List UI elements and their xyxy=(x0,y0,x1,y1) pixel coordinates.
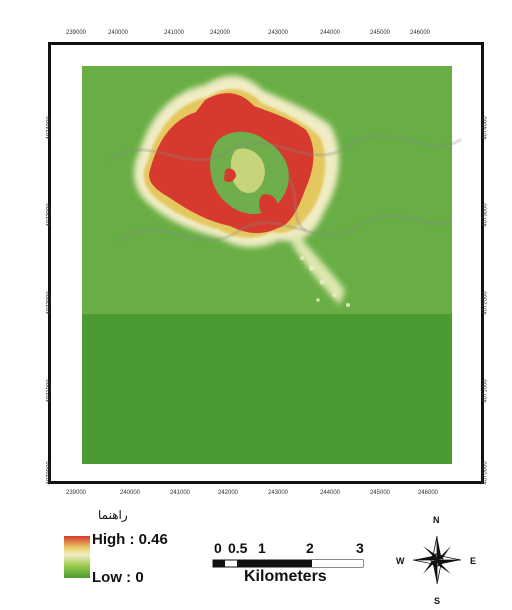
y-tick-right-2: 4073000 xyxy=(482,203,489,227)
x-tick-top-7: 245000 xyxy=(370,30,391,36)
x-tick-top-5: 243000 xyxy=(268,30,289,36)
y-tick-left-3: 4072000 xyxy=(46,291,53,315)
scale-label-3: 3 xyxy=(356,540,364,556)
north-arrow-icon xyxy=(412,535,462,585)
x-tick-bottom-6: 244000 xyxy=(320,490,341,496)
legend-title: راهنما xyxy=(98,508,128,522)
y-tick-left-4: 4071000 xyxy=(46,379,53,403)
x-tick-top-4: 242000 xyxy=(210,30,231,36)
compass-e-label: E xyxy=(470,556,477,566)
x-tick-bottom-8: 246000 xyxy=(418,490,439,496)
legend-high-label: High : 0.46 xyxy=(92,531,168,548)
x-tick-bottom-2: 240000 xyxy=(120,490,141,496)
x-tick-bottom-7: 245000 xyxy=(370,490,391,496)
compass-s-label: S xyxy=(434,596,441,606)
x-tick-top-6: 244000 xyxy=(320,30,341,36)
x-tick-top-2: 240000 xyxy=(108,30,129,36)
y-tick-right-5: 4070000 xyxy=(482,461,489,485)
y-tick-left-5: 4070000 xyxy=(46,461,53,485)
x-tick-bottom-4: 242000 xyxy=(218,490,239,496)
scale-label-0: 0 xyxy=(214,540,222,556)
y-tick-right-4: 4071000 xyxy=(482,379,489,403)
y-tick-right-1: 4074000 xyxy=(482,116,489,140)
compass-w-label: W xyxy=(396,556,405,566)
x-tick-bottom-1: 239000 xyxy=(66,490,87,496)
legend-low-label: Low : 0 xyxy=(92,569,144,586)
compass-n-label: N xyxy=(433,515,440,525)
x-tick-top-8: 246000 xyxy=(410,30,431,36)
y-tick-left-1: 4074000 xyxy=(46,116,53,140)
y-tick-right-3: 4072000 xyxy=(482,291,489,315)
legend-color-ramp xyxy=(64,536,90,578)
scale-label-2: 2 xyxy=(306,540,314,556)
x-tick-top-3: 241000 xyxy=(164,30,185,36)
scale-bar xyxy=(212,559,364,568)
scale-label-0-5: 0.5 xyxy=(228,540,248,556)
x-tick-bottom-5: 243000 xyxy=(268,490,289,496)
x-tick-bottom-3: 241000 xyxy=(170,490,191,496)
x-tick-top-1: 239000 xyxy=(66,30,87,36)
scale-label-1: 1 xyxy=(258,540,266,556)
y-tick-left-2: 4073000 xyxy=(46,203,53,227)
scale-units-label: Kilometers xyxy=(244,568,327,585)
